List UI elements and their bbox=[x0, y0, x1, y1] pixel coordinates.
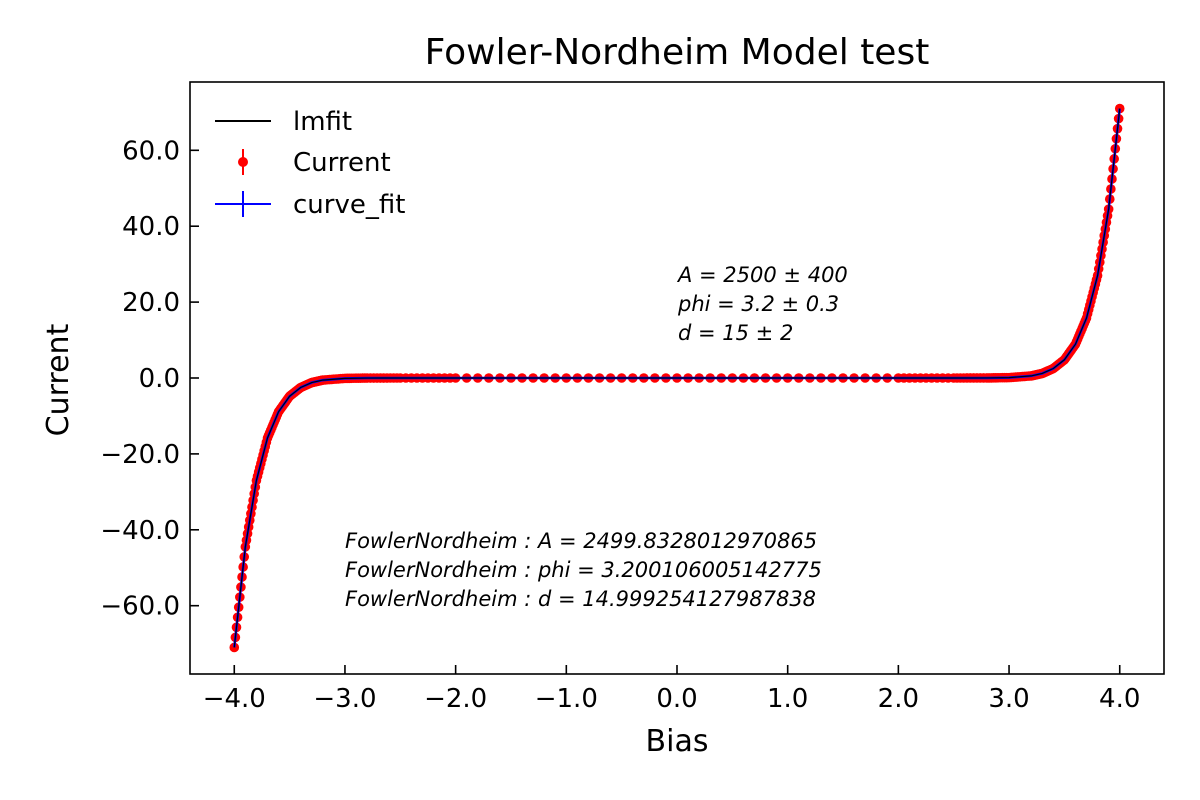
fit-result-annotation: d = 15 ± 2 bbox=[678, 321, 793, 345]
x-tick-label: 1.0 bbox=[767, 684, 808, 714]
y-axis: −60.0 −40.0 −20.0 0.0 20.0 40.0 60.0 bbox=[100, 136, 199, 622]
data-marks bbox=[229, 103, 1125, 653]
x-tick-label: −2.0 bbox=[424, 684, 487, 714]
lmfit-result-annotation: FowlerNordheim : d = 14.999254127987838 bbox=[345, 587, 816, 611]
legend-label: lmfit bbox=[293, 107, 352, 137]
y-tick-label: −60.0 bbox=[100, 592, 180, 622]
fit-result-annotation: A = 2500 ± 400 bbox=[676, 263, 848, 287]
x-tick-label: 3.0 bbox=[988, 684, 1029, 714]
chart-title: Fowler-Nordheim Model test bbox=[425, 32, 930, 73]
y-tick-label: 0.0 bbox=[139, 364, 180, 394]
y-tick-label: −20.0 bbox=[100, 440, 180, 470]
x-tick-label: 2.0 bbox=[878, 684, 919, 714]
legend: lmfit Current curve_fit bbox=[215, 107, 405, 220]
y-tick-label: 40.0 bbox=[122, 212, 180, 242]
x-tick-label: 0.0 bbox=[656, 684, 697, 714]
y-tick-label: −40.0 bbox=[100, 516, 180, 546]
y-axis-label: Current bbox=[41, 323, 76, 436]
x-axis: −4.0 −3.0 −2.0 −1.0 0.0 1.0 2.0 3.0 4.0 bbox=[203, 665, 1140, 714]
annotations: A = 2500 ± 400 phi = 3.2 ± 0.3 d = 15 ± 2 F… bbox=[345, 263, 848, 611]
x-axis-label: Bias bbox=[646, 724, 709, 759]
legend-current-swatch bbox=[238, 157, 248, 167]
x-tick-label: 4.0 bbox=[1099, 684, 1140, 714]
lmfit-line bbox=[233, 108, 1121, 648]
legend-label: curve_fit bbox=[293, 190, 405, 220]
x-tick-label: −4.0 bbox=[203, 684, 266, 714]
x-tick-label: −1.0 bbox=[535, 684, 598, 714]
fit-result-annotation: phi = 3.2 ± 0.3 bbox=[677, 292, 839, 316]
lmfit-result-annotation: FowlerNordheim : A = 2499.8328012970865 bbox=[345, 529, 817, 553]
y-tick-label: 20.0 bbox=[122, 288, 180, 318]
lmfit-result-annotation: FowlerNordheim : phi = 3.200106005142775 bbox=[345, 558, 822, 582]
y-tick-label: 60.0 bbox=[122, 136, 180, 166]
x-tick-label: −3.0 bbox=[313, 684, 376, 714]
legend-label: Current bbox=[293, 148, 391, 178]
